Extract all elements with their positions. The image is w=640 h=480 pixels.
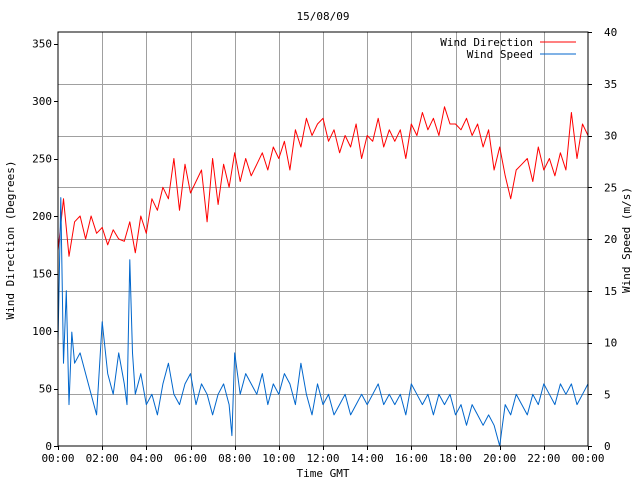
x-tick-label: 00:00 — [571, 452, 604, 465]
x-tick-label: 20:00 — [483, 452, 516, 465]
y-right-tick-label: 20 — [604, 233, 617, 246]
y-right-tick-label: 40 — [604, 26, 617, 39]
x-tick-label: 08:00 — [218, 452, 251, 465]
series-line-wind-speed — [57, 197, 589, 447]
ticks: 00:00 02:00 04:00 06:00 08:00 10:00 12:00 14:00… — [32, 26, 617, 465]
series-group — [57, 106, 589, 447]
x-tick-label: 00:00 — [41, 452, 74, 465]
legend-label-wind-direction: Wind Direction — [440, 36, 533, 49]
y-left-axis-label: Wind Direction (Degrees) — [4, 161, 17, 320]
y-right-tick-label: 30 — [604, 130, 617, 143]
x-tick-label: 14:00 — [351, 452, 384, 465]
y-left-tick-label: 200 — [32, 210, 52, 223]
series-line-wind-direction — [57, 106, 589, 257]
legend-label-wind-speed: Wind Speed — [467, 48, 533, 61]
y-left-tick-label: 0 — [45, 440, 52, 453]
y-right-tick-label: 10 — [604, 337, 617, 350]
y-left-tick-label: 100 — [32, 325, 52, 338]
chart-title: 15/08/09 — [297, 10, 350, 23]
x-tick-label: 16:00 — [395, 452, 428, 465]
y-right-tick-label: 5 — [604, 388, 611, 401]
y-left-tick-label: 150 — [32, 268, 52, 281]
x-axis-label: Time GMT — [297, 467, 350, 480]
y-right-tick-label: 15 — [604, 285, 617, 298]
y-right-tick-label: 35 — [604, 78, 617, 91]
y-right-tick-label: 0 — [604, 440, 611, 453]
x-tick-label: 04:00 — [130, 452, 163, 465]
legend: Wind Direction Wind Speed — [440, 36, 576, 61]
y-left-tick-label: 250 — [32, 153, 52, 166]
x-tick-label: 10:00 — [262, 452, 295, 465]
x-tick-label: 02:00 — [86, 452, 119, 465]
x-tick-label: 12:00 — [306, 452, 339, 465]
x-tick-label: 06:00 — [174, 452, 207, 465]
x-tick-label: 18:00 — [439, 452, 472, 465]
y-right-axis-label: Wind Speed (m/s) — [620, 187, 633, 293]
y-right-tick-label: 25 — [604, 181, 617, 194]
y-left-tick-label: 50 — [39, 383, 52, 396]
x-tick-label: 22:00 — [527, 452, 560, 465]
grid — [58, 32, 588, 446]
y-left-tick-label: 350 — [32, 38, 52, 51]
y-left-tick-label: 300 — [32, 95, 52, 108]
